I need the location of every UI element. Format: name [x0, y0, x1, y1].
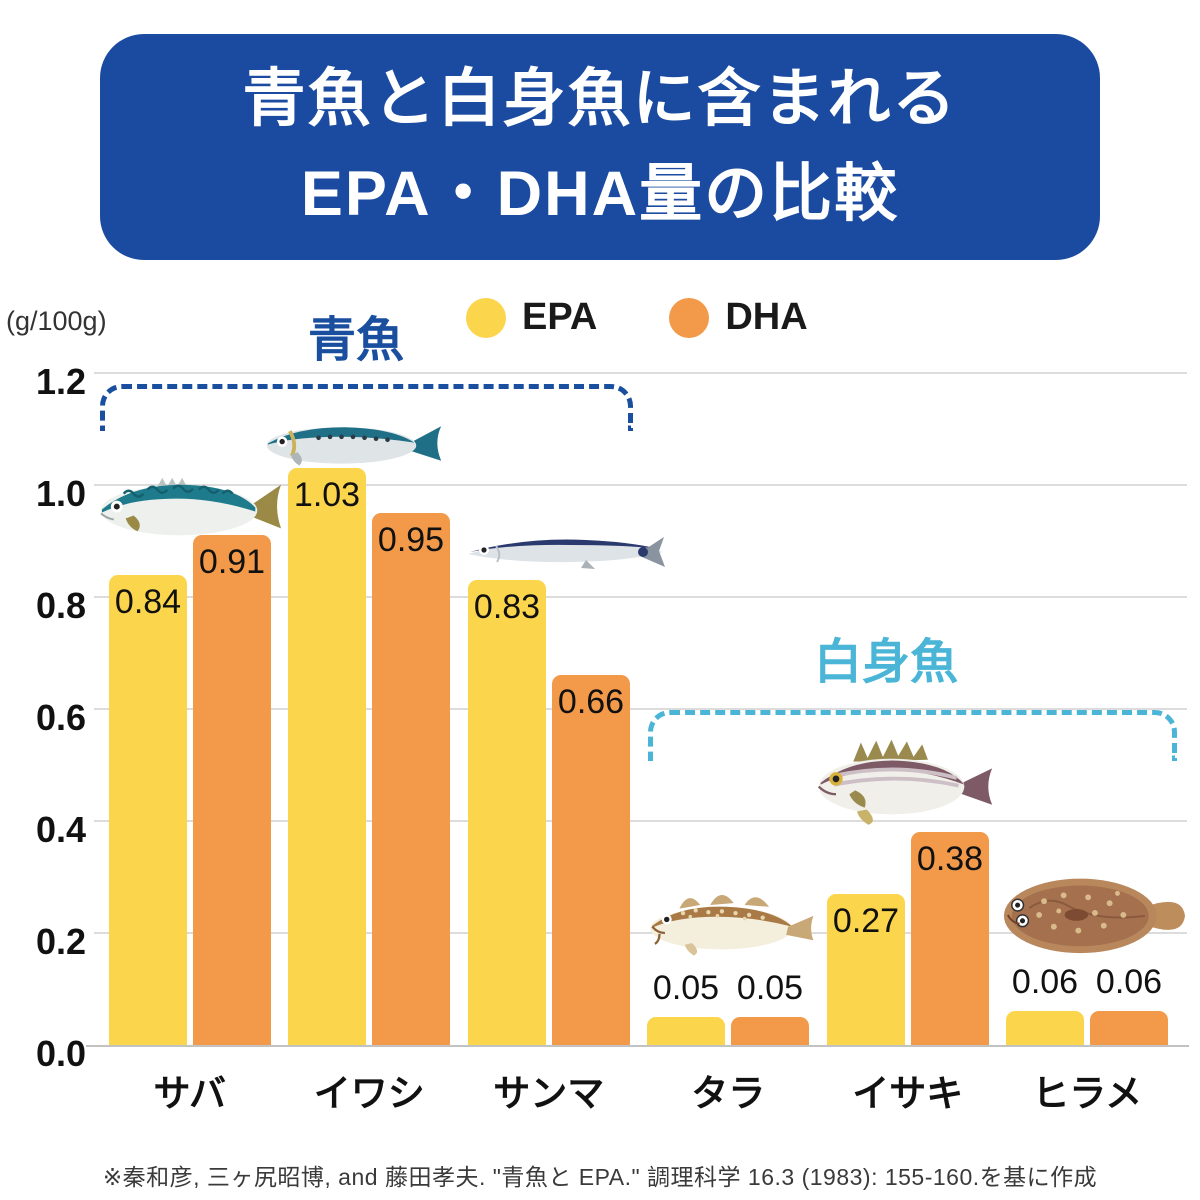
dha-color-swatch-icon [669, 297, 710, 338]
saury-illustration-icon [468, 537, 665, 569]
bar-epa-サバ [109, 575, 187, 1045]
y-axis-tick-label: 0.2 [35, 921, 86, 962]
gridline [94, 484, 1187, 486]
blue-fish-group-label: 青魚 [307, 314, 404, 367]
title-line-1: 青魚と白身魚に含まれる [242, 64, 958, 134]
mackerel-illustration-icon [100, 477, 282, 536]
x-axis-label-サバ: サバ [153, 1073, 227, 1114]
citation-footer: ※秦和彦, 三ヶ尻昭博, and 藤田孝夫. "青魚と EPA." 調理科学 1… [102, 1164, 1098, 1190]
y-axis-unit-label: (g/100g) [6, 306, 107, 336]
bar-epa-タラ [647, 1017, 725, 1045]
x-axis-label-タラ: タラ [691, 1073, 766, 1114]
sardine-illustration-icon [266, 426, 442, 466]
gridline [94, 820, 1187, 822]
gridline [94, 372, 1187, 374]
x-axis-label-イワシ: イワシ [313, 1073, 425, 1114]
legend-item-epa: EPA [466, 296, 597, 339]
y-axis-tick-label: 0.0 [35, 1033, 86, 1074]
bar-epa-イサキ [827, 894, 905, 1045]
bar-dha-タラ [731, 1017, 809, 1045]
bar-value-label: 0.84 [114, 583, 182, 621]
bar-value-label: 0.66 [557, 683, 625, 721]
bar-value-label: 0.06 [1011, 963, 1079, 1001]
blue-fish-bracket [100, 384, 633, 431]
epa-color-swatch-icon [466, 297, 506, 338]
bar-value-label: 0.06 [1095, 963, 1163, 1001]
bar-value-label: 0.27 [832, 902, 900, 940]
y-axis-tick-label: 0.6 [35, 697, 86, 738]
x-axis-label-サンマ: サンマ [493, 1073, 605, 1114]
bar-value-label: 0.83 [473, 588, 541, 626]
cod-illustration-icon [650, 894, 814, 956]
bar-dha-イサキ [911, 832, 989, 1045]
x-axis-line [86, 1045, 1189, 1047]
legend-label-dha: DHA [725, 296, 808, 338]
flounder-illustration-icon [1003, 878, 1186, 954]
legend: EPA DHA [466, 296, 808, 339]
bar-value-label: 0.38 [916, 840, 984, 878]
bar-epa-ヒラメ [1006, 1011, 1084, 1045]
gridline [94, 596, 1187, 598]
bar-dha-サンマ [552, 675, 630, 1045]
bar-dha-サバ [193, 535, 271, 1045]
x-axis-label-ヒラメ: ヒラメ [1032, 1073, 1143, 1114]
bar-value-label: 1.03 [293, 476, 361, 514]
bar-value-label: 0.91 [198, 543, 266, 581]
legend-label-epa: EPA [522, 296, 598, 338]
y-axis-tick-label: 0.8 [35, 585, 86, 626]
gridline [94, 708, 1187, 710]
gridline [94, 932, 1187, 934]
isaki-grunt-illustration-icon [817, 739, 993, 825]
x-axis-label-イサキ: イサキ [852, 1073, 964, 1114]
bar-dha-ヒラメ [1090, 1011, 1168, 1045]
bar-epa-サンマ [468, 580, 546, 1045]
y-axis-tick-label: 1.2 [35, 361, 86, 402]
y-axis-tick-label: 0.4 [35, 809, 86, 850]
bar-epa-イワシ [288, 468, 366, 1045]
title-line-2: EPA・DHA量の比較 [300, 159, 900, 229]
white-fish-bracket [648, 710, 1177, 761]
bar-value-label: 0.05 [652, 969, 720, 1007]
bar-value-label: 0.95 [377, 521, 445, 559]
legend-item-dha: DHA [669, 296, 808, 339]
white-fish-group-label: 白身魚 [813, 636, 958, 689]
y-axis-tick-label: 1.0 [35, 473, 86, 514]
bar-value-label: 0.05 [736, 969, 804, 1007]
title-banner: 青魚と白身魚に含まれる EPA・DHA量の比較 [100, 34, 1100, 260]
bar-dha-イワシ [372, 513, 450, 1045]
